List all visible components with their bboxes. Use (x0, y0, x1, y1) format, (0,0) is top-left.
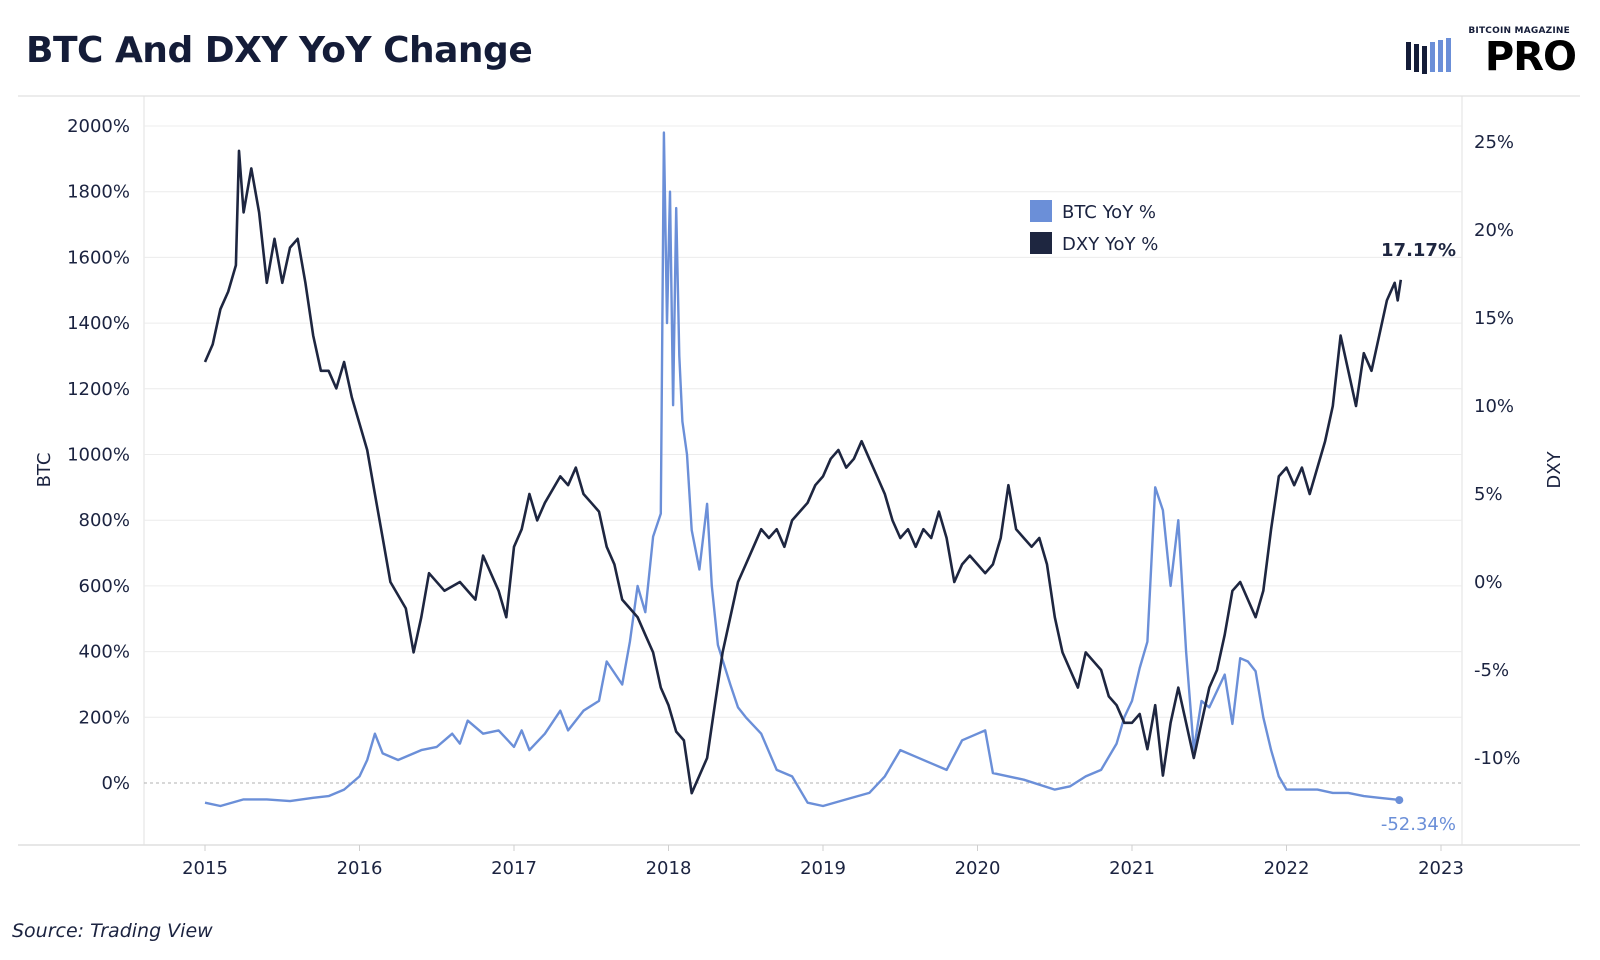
legend-swatch-dxy (1030, 232, 1052, 254)
y-tick-label-right: 20% (1474, 220, 1514, 241)
y-tick-label-left: 1200% (67, 379, 130, 400)
grid-lines (144, 125, 1462, 784)
series-line-dxy (203, 149, 1403, 795)
y-tick-label-right: -10% (1474, 748, 1521, 769)
series-line-btc (204, 131, 1400, 808)
y-tick-label-right: 15% (1474, 308, 1514, 329)
y-tick-label-left: 600% (79, 576, 130, 597)
y-tick-label-right: 0% (1474, 572, 1503, 593)
y-tick-label-left: 1600% (67, 247, 130, 268)
y-axis-label-left: BTC (34, 453, 55, 488)
y-tick-label-right: 10% (1474, 396, 1514, 417)
legend-swatch-btc (1030, 200, 1052, 222)
x-tick-label: 2019 (800, 858, 846, 879)
y-tick-label-left: 2000% (67, 116, 130, 137)
y-tick-label-right: 5% (1474, 484, 1503, 505)
y-tick-label-left: 1000% (67, 445, 130, 466)
y-tick-label-left: 400% (79, 642, 130, 663)
logo-mark-icon (1406, 38, 1451, 74)
page-title: BTC And DXY YoY Change (26, 30, 533, 71)
y-tick-label-left: 200% (79, 707, 130, 728)
legend: BTC YoY % DXY YoY % (1030, 200, 1158, 255)
y-tick-label-left: 0% (101, 773, 130, 794)
x-tick-label: 2020 (955, 858, 1001, 879)
x-tick-label: 2016 (337, 858, 383, 879)
source-caption: Source: Trading View (12, 920, 213, 942)
x-tick-label: 2017 (491, 858, 537, 879)
left-tick-labels: 2000% 1800% 1600% 1400% 1200% 1000% 800% 600% 40… (67, 116, 130, 794)
legend-label-dxy: DXY YoY % (1062, 234, 1158, 255)
end-label-dxy: 17.17% (1381, 240, 1456, 261)
y-tick-label-right: -5% (1474, 660, 1509, 681)
logo-subtitle: BITCOIN MAGAZINE (1468, 26, 1570, 36)
y-tick-label-right: 25% (1474, 132, 1514, 153)
legend-label-btc: BTC YoY % (1062, 202, 1156, 223)
x-tick-label: 2015 (182, 858, 228, 879)
x-tick-label: 2022 (1264, 858, 1310, 879)
right-tick-labels: 25% 20% 15% 10% 5% 0% -5% -10% (1474, 132, 1521, 769)
logo-text: PRO (1484, 34, 1577, 80)
end-label-btc: -52.34% (1381, 814, 1456, 835)
y-tick-label-left: 1800% (67, 182, 130, 203)
y-tick-label-left: 800% (79, 510, 130, 531)
series-end-marker-btc (1395, 796, 1404, 805)
x-tick-label: 2021 (1109, 858, 1155, 879)
bitcoin-magazine-pro-logo: BITCOIN MAGAZINE PRO (1400, 24, 1580, 80)
x-tick-labels: 2015 2016 2017 2018 2019 2020 2021 2022 2023 (182, 845, 1464, 879)
x-tick-label: 2023 (1418, 858, 1464, 879)
y-axis-label-right: DXY (1544, 450, 1565, 488)
y-tick-label-left: 1400% (67, 313, 130, 334)
x-tick-label: 2018 (646, 858, 692, 879)
